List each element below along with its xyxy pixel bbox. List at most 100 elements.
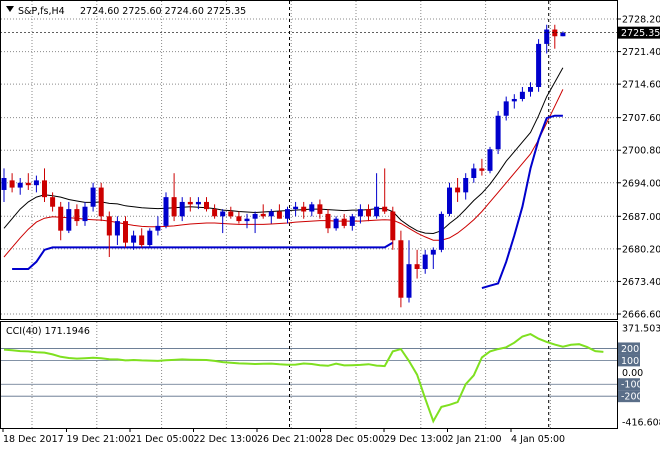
price-tick-label: 2680.20 <box>622 244 660 255</box>
candle-body <box>463 177 469 193</box>
candle-body <box>114 221 120 236</box>
cci-levels <box>1 348 617 397</box>
moving-average-slow <box>3 89 564 258</box>
candle-body <box>349 216 355 226</box>
candle-body <box>1 177 7 190</box>
cci-level-label: -100 <box>621 380 643 391</box>
channel-line <box>12 114 563 290</box>
candle-body <box>260 213 266 217</box>
price-tick-label: 2687.00 <box>622 212 660 223</box>
candle-body <box>438 213 444 250</box>
time-tick-label: 28 Dec 05:00 <box>321 434 385 445</box>
candle-body <box>17 182 23 188</box>
time-tick-label: 29 Dec 13:00 <box>384 434 448 445</box>
candle-body <box>131 235 137 243</box>
cci-level-label: -200 <box>621 392 643 403</box>
candle-body <box>204 201 209 210</box>
time-tick-label: 4 Jan 05:00 <box>511 434 565 445</box>
candle-body <box>268 211 274 217</box>
cci-level-tag <box>618 354 640 367</box>
cci-panel-frame[interactable] <box>0 321 618 429</box>
price-tick-label: 2673.40 <box>622 277 660 288</box>
candle-body <box>212 209 218 217</box>
candle-body <box>252 213 258 219</box>
candle-body <box>455 187 461 193</box>
candle-body <box>325 213 331 229</box>
candle-body <box>333 218 339 229</box>
moving-average-fast <box>3 67 564 235</box>
candle-body <box>98 187 104 217</box>
candle-body <box>317 204 323 214</box>
price-tick-label: 2721.40 <box>622 47 660 58</box>
candle-body <box>147 230 153 246</box>
time-tick-label: 19 Dec 21:00 <box>67 434 131 445</box>
candle-body <box>382 206 388 212</box>
candle-body <box>560 32 566 37</box>
price-tick-label: 2714.60 <box>622 80 660 91</box>
candle-body <box>479 168 485 171</box>
candle-body <box>50 197 56 207</box>
ohlc-values: 2724.60 2725.60 2724.60 2725.35 <box>80 6 246 17</box>
cci-level-tag <box>618 378 640 391</box>
candle-body <box>42 180 47 198</box>
price-tick-label: 2694.00 <box>622 178 660 189</box>
price-tick-label: 2728.20 <box>622 15 660 26</box>
candle-body <box>179 201 185 217</box>
candle-body <box>155 225 161 231</box>
candle-body <box>536 43 542 88</box>
cci-level-tag <box>618 342 640 355</box>
cci-tick-label: 0.00 <box>622 368 643 379</box>
candle-body <box>528 87 533 92</box>
candle-body <box>58 206 64 231</box>
candle-body <box>228 211 234 217</box>
candle-body <box>171 197 177 217</box>
indicator-lines <box>3 67 564 290</box>
dropdown-triangle-icon[interactable] <box>6 6 14 12</box>
candle-body <box>447 187 452 214</box>
price-axis: 2728.20 2721.40 2714.60 2707.60 2700.80 2694.… <box>617 15 660 321</box>
candle-body <box>106 216 112 236</box>
price-tick-label: 2666.60 <box>622 310 660 321</box>
candle-body <box>74 209 80 222</box>
candle-body <box>357 209 363 217</box>
candle-body <box>244 218 250 222</box>
candle-body <box>544 29 550 44</box>
price-panel-frame[interactable] <box>0 0 618 320</box>
time-tick-label: 22 Dec 13:00 <box>194 434 258 445</box>
candle-body <box>495 115 501 150</box>
cci-level-tag <box>618 390 640 403</box>
candle-body <box>285 209 290 219</box>
cci-level-label: 200 <box>621 344 639 355</box>
candle-body <box>519 91 525 99</box>
candle-body <box>398 240 404 298</box>
cci-line <box>3 333 604 424</box>
price-tick-label: 2707.60 <box>622 113 660 124</box>
price-tick-label: 2700.80 <box>622 146 660 157</box>
cci-level-label: 100 <box>621 356 639 367</box>
candle-body <box>301 206 307 212</box>
candle-body <box>511 98 517 102</box>
candle-body <box>236 216 242 222</box>
candle-body <box>139 235 145 246</box>
candle-body <box>195 201 201 205</box>
symbol-label: S&P,fs,H4 <box>18 6 65 17</box>
candle-body <box>374 206 380 217</box>
candle-body <box>487 149 493 171</box>
cci-tick-label: 371.5039 <box>622 324 660 335</box>
time-axis: 18 Dec 2017 19 Dec 21:00 21 Dec 05:00 22 De… <box>2 428 565 445</box>
candle-body <box>82 206 88 222</box>
period-separators <box>289 1 550 428</box>
candle-body <box>341 218 347 226</box>
candle-body <box>503 101 509 116</box>
candle-body <box>123 221 128 243</box>
candle-body <box>390 211 396 241</box>
cci-indicator-line <box>3 333 604 424</box>
candle-body <box>293 206 299 210</box>
candle-body <box>33 180 39 186</box>
time-tick-label: 26 Dec 21:00 <box>257 434 321 445</box>
candle-body <box>430 249 436 255</box>
candle-body <box>25 182 31 186</box>
candle-body <box>406 264 412 298</box>
